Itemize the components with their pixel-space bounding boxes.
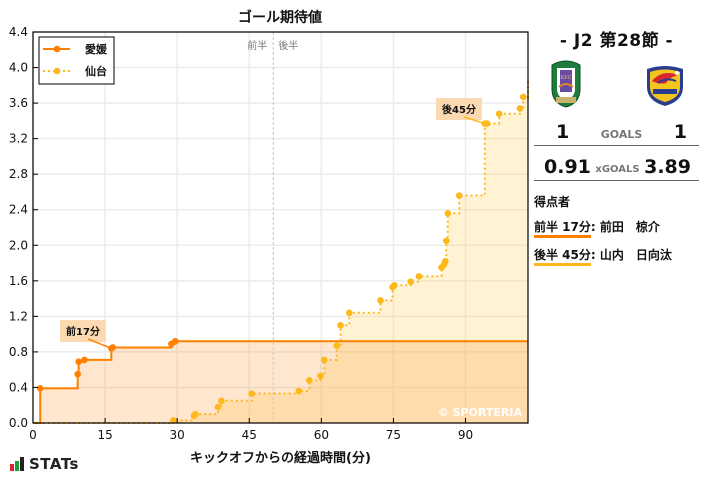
- scorer-item: 前半 17分: 前田 椋介: [534, 218, 699, 238]
- team-logos: EFC: [534, 59, 699, 119]
- svg-text:3.6: 3.6: [9, 96, 28, 110]
- home-xg: 0.91: [544, 156, 591, 178]
- svg-text:4.4: 4.4: [9, 25, 28, 39]
- scorers-section: 得点者 前半 17分: 前田 椋介 後半 45分: 山内 日向汰: [534, 193, 699, 266]
- svg-text:2.0: 2.0: [9, 238, 28, 252]
- svg-text:前半: 前半: [247, 39, 267, 52]
- svg-text:2.8: 2.8: [9, 167, 28, 181]
- svg-text:愛媛: 愛媛: [85, 42, 108, 56]
- svg-text:後半: 後半: [278, 39, 298, 52]
- svg-text:90: 90: [458, 428, 473, 442]
- xgoals-row: 0.91 xGOALS 3.89: [534, 146, 699, 181]
- away-xg: 3.89: [644, 156, 691, 178]
- svg-text:4.0: 4.0: [9, 61, 28, 75]
- svg-text:0.0: 0.0: [9, 416, 28, 430]
- svg-text:45: 45: [242, 428, 257, 442]
- away-goals: 1: [673, 121, 687, 143]
- svg-text:© SPORTERIA: © SPORTERIA: [438, 406, 523, 419]
- scorer-time: 前半 17分: [534, 218, 591, 238]
- vegalta-sendai-crest-icon: [647, 66, 683, 106]
- scorers-title: 得点者: [534, 195, 571, 209]
- goals-row: 1 GOALS 1: [534, 119, 699, 146]
- svg-text:前17分: 前17分: [66, 325, 100, 338]
- svg-text:15: 15: [97, 428, 112, 442]
- svg-text:0: 0: [29, 428, 37, 442]
- svg-text:1.6: 1.6: [9, 274, 28, 288]
- svg-text:2.4: 2.4: [9, 203, 28, 217]
- svg-text:EFC: EFC: [561, 75, 572, 81]
- stats-brand: STATs: [10, 455, 79, 473]
- svg-text:キックオフからの経過時間(分): キックオフからの経過時間(分): [190, 450, 371, 466]
- scorer-name: : 前田 椋介: [590, 220, 660, 234]
- scorer-item: 後半 45分: 山内 日向汰: [534, 246, 699, 266]
- svg-text:1.2: 1.2: [9, 309, 28, 323]
- svg-text:3.2: 3.2: [9, 132, 28, 146]
- svg-text:0.8: 0.8: [9, 345, 28, 359]
- match-sidebar: - J2 第28節 - EFC 1 GOALS 1 0.91 xGOALS 3.…: [534, 26, 699, 274]
- goals-label: GOALS: [600, 128, 643, 141]
- stats-bars-icon: [10, 457, 24, 471]
- chart-title: ゴール期待値: [238, 10, 322, 26]
- svg-text:75: 75: [386, 428, 401, 442]
- round-label: - J2 第28節 -: [559, 31, 674, 51]
- home-goals: 1: [556, 121, 570, 143]
- scorer-time: 後半 45分: [534, 246, 591, 266]
- xgoals-label: xGOALS: [595, 164, 640, 175]
- ehime-fc-crest-icon: EFC: [551, 60, 581, 108]
- svg-text:0.4: 0.4: [9, 380, 28, 394]
- svg-text:30: 30: [170, 428, 185, 442]
- svg-text:60: 60: [314, 428, 329, 442]
- svg-text:後45分: 後45分: [442, 103, 476, 116]
- svg-text:仙台: 仙台: [85, 64, 107, 78]
- stats-brand-text: STATs: [29, 455, 79, 473]
- scorer-name: : 山内 日向汰: [590, 248, 672, 262]
